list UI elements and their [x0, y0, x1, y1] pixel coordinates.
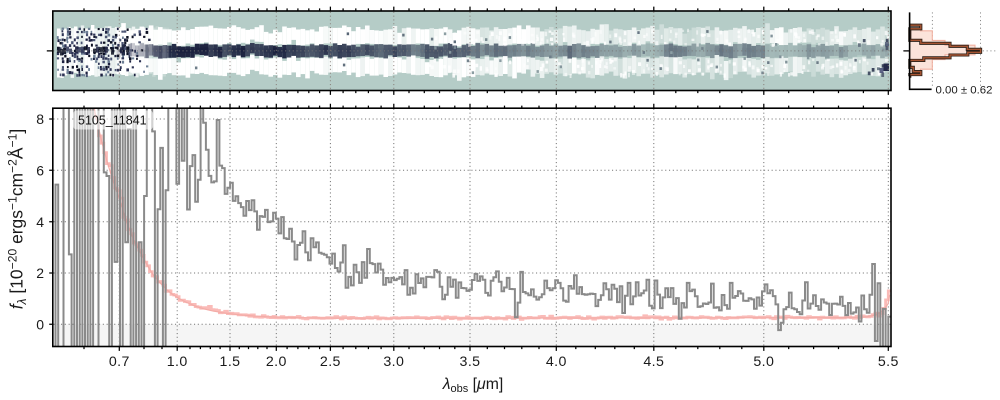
svg-text:fλ [10−20 ergs−1cm−2Å−1]: fλ [10−20 ergs−1cm−2Å−1] — [6, 129, 29, 310]
svg-text:5.0: 5.0 — [753, 354, 774, 370]
svg-text:3.0: 3.0 — [383, 354, 404, 370]
svg-text:1.0: 1.0 — [167, 354, 188, 370]
svg-text:5105_11841: 5105_11841 — [78, 114, 147, 128]
svg-text:4.5: 4.5 — [643, 354, 664, 370]
svg-text:4.0: 4.0 — [546, 354, 567, 370]
svg-text:8: 8 — [36, 111, 44, 127]
svg-text:1.5: 1.5 — [220, 354, 241, 370]
svg-text:6: 6 — [36, 162, 44, 178]
svg-text:3.5: 3.5 — [460, 354, 481, 370]
svg-text:2: 2 — [36, 265, 44, 281]
svg-text:2.5: 2.5 — [320, 354, 341, 370]
svg-text:λobs [μm]: λobs [μm] — [442, 376, 504, 395]
svg-text:2.0: 2.0 — [266, 354, 287, 370]
svg-text:0.00 ± 0.62: 0.00 ± 0.62 — [936, 85, 993, 97]
svg-text:0.7: 0.7 — [109, 354, 130, 370]
svg-text:0: 0 — [36, 316, 44, 332]
svg-text:4: 4 — [36, 214, 44, 230]
svg-text:5.5: 5.5 — [878, 354, 899, 370]
